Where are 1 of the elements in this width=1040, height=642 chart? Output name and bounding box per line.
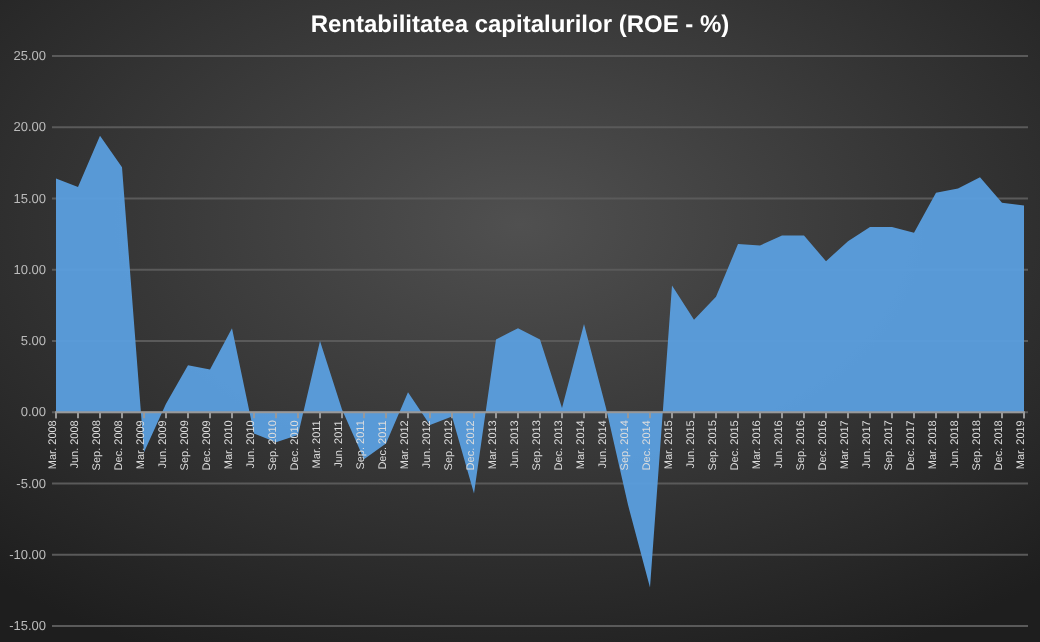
chart-title: Rentabilitatea capitalurilor (ROE - %)	[310, 10, 730, 38]
